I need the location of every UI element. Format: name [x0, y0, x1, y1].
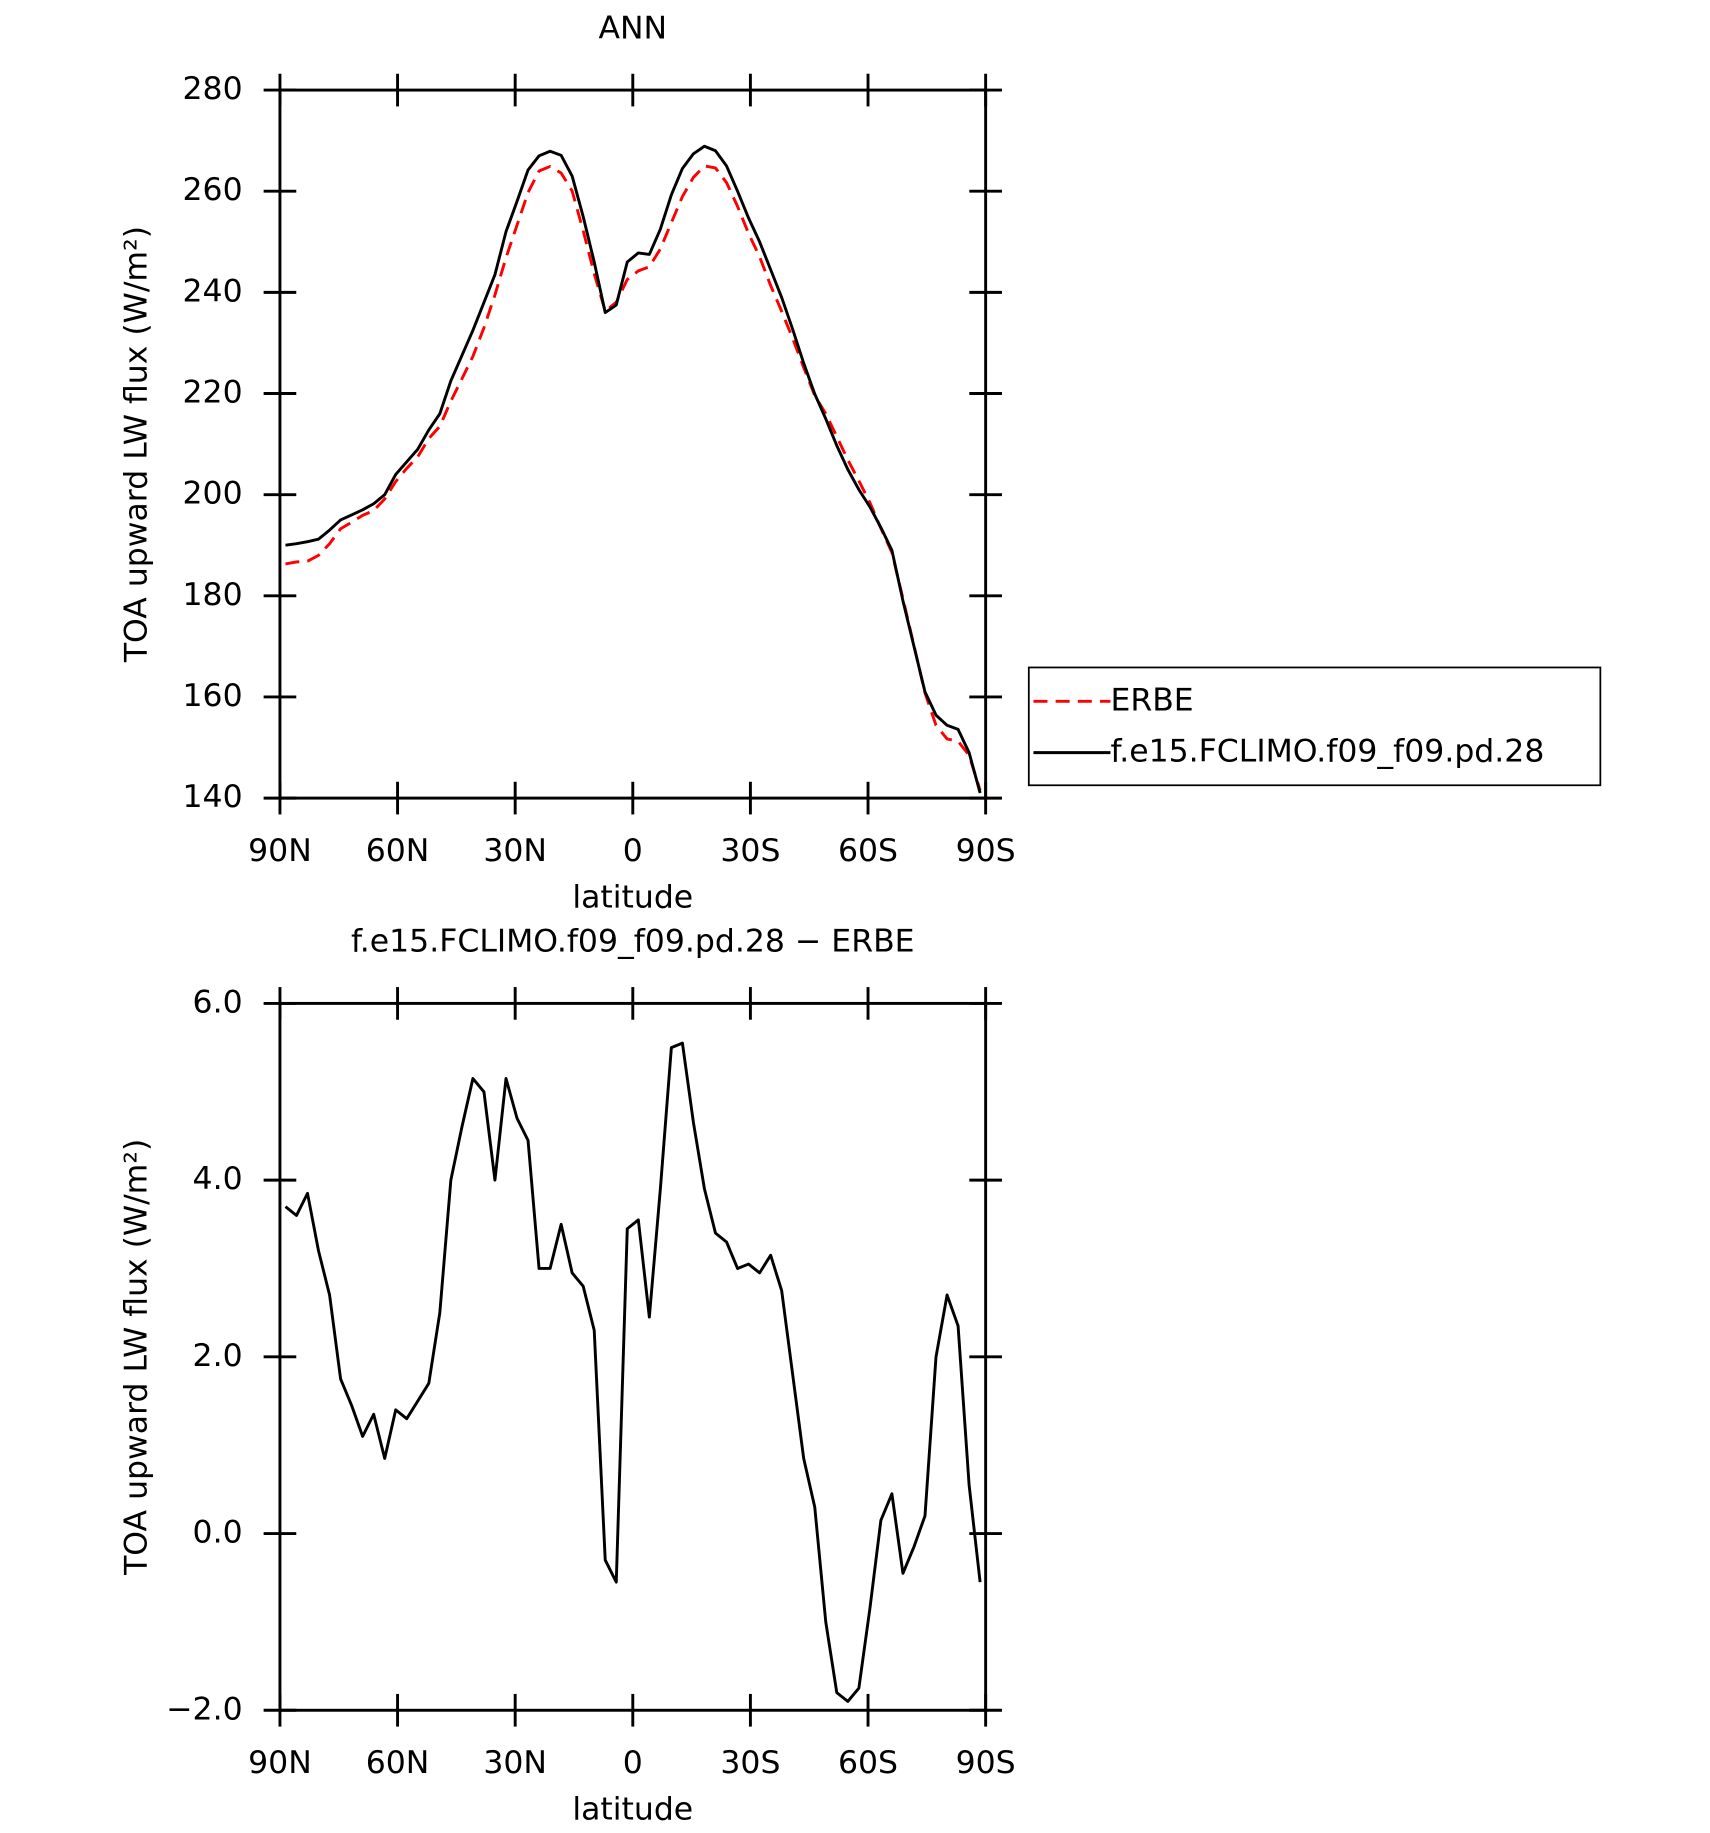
x-tick-label: 60S	[838, 833, 898, 869]
y-tick-label: 260	[183, 172, 243, 208]
plot-frame	[278, 88, 988, 800]
data-line	[285, 164, 982, 791]
chart-title: f.e15.FCLIMO.f09_f09.pd.28 − ERBE	[351, 924, 915, 960]
x-tick-label: 30S	[720, 1745, 780, 1781]
y-tick-label: 220	[183, 375, 243, 411]
x-tick-label: 30N	[483, 1745, 547, 1781]
x-tick-label: 60N	[366, 1745, 430, 1781]
y-tick-label: 160	[183, 678, 243, 714]
y-tick-label: 180	[183, 577, 243, 613]
x-tick-label: 30S	[720, 833, 780, 869]
legend-box	[1027, 666, 1602, 787]
legend-label: ERBE	[1110, 682, 1193, 718]
y-tick-label: 0.0	[193, 1515, 243, 1551]
x-axis-label: latitude	[572, 879, 693, 915]
y-tick-label: 6.0	[193, 984, 243, 1020]
x-tick-label: 60N	[366, 833, 430, 869]
y-tick-label: −2.0	[166, 1691, 242, 1727]
x-tick-label: 60S	[838, 1745, 898, 1781]
y-tick-label: 240	[183, 273, 243, 309]
plot-frame	[278, 1001, 988, 1712]
x-tick-label: 0	[623, 1745, 643, 1781]
x-tick-label: 90N	[248, 833, 312, 869]
y-axis-label: TOA upward LW flux (W/m²)	[119, 1139, 155, 1576]
data-line	[285, 144, 982, 794]
x-tick-label: 90S	[956, 833, 1016, 869]
x-tick-label: 90S	[956, 1745, 1016, 1781]
x-tick-label: 30N	[483, 833, 547, 869]
y-tick-label: 280	[183, 71, 243, 107]
y-tick-label: 140	[183, 779, 243, 815]
legend-label: f.e15.FCLIMO.f09_f09.pd.28	[1110, 734, 1544, 770]
x-tick-label: 0	[623, 833, 643, 869]
chart-title: ANN	[598, 10, 667, 46]
x-tick-label: 90N	[248, 1745, 312, 1781]
y-tick-label: 2.0	[193, 1338, 243, 1374]
x-axis-label: latitude	[572, 1792, 693, 1828]
y-axis-label: TOA upward LW flux (W/m²)	[119, 226, 155, 663]
y-tick-label: 200	[183, 476, 243, 512]
y-tick-label: 4.0	[193, 1161, 243, 1197]
data-line	[284, 1041, 982, 1703]
